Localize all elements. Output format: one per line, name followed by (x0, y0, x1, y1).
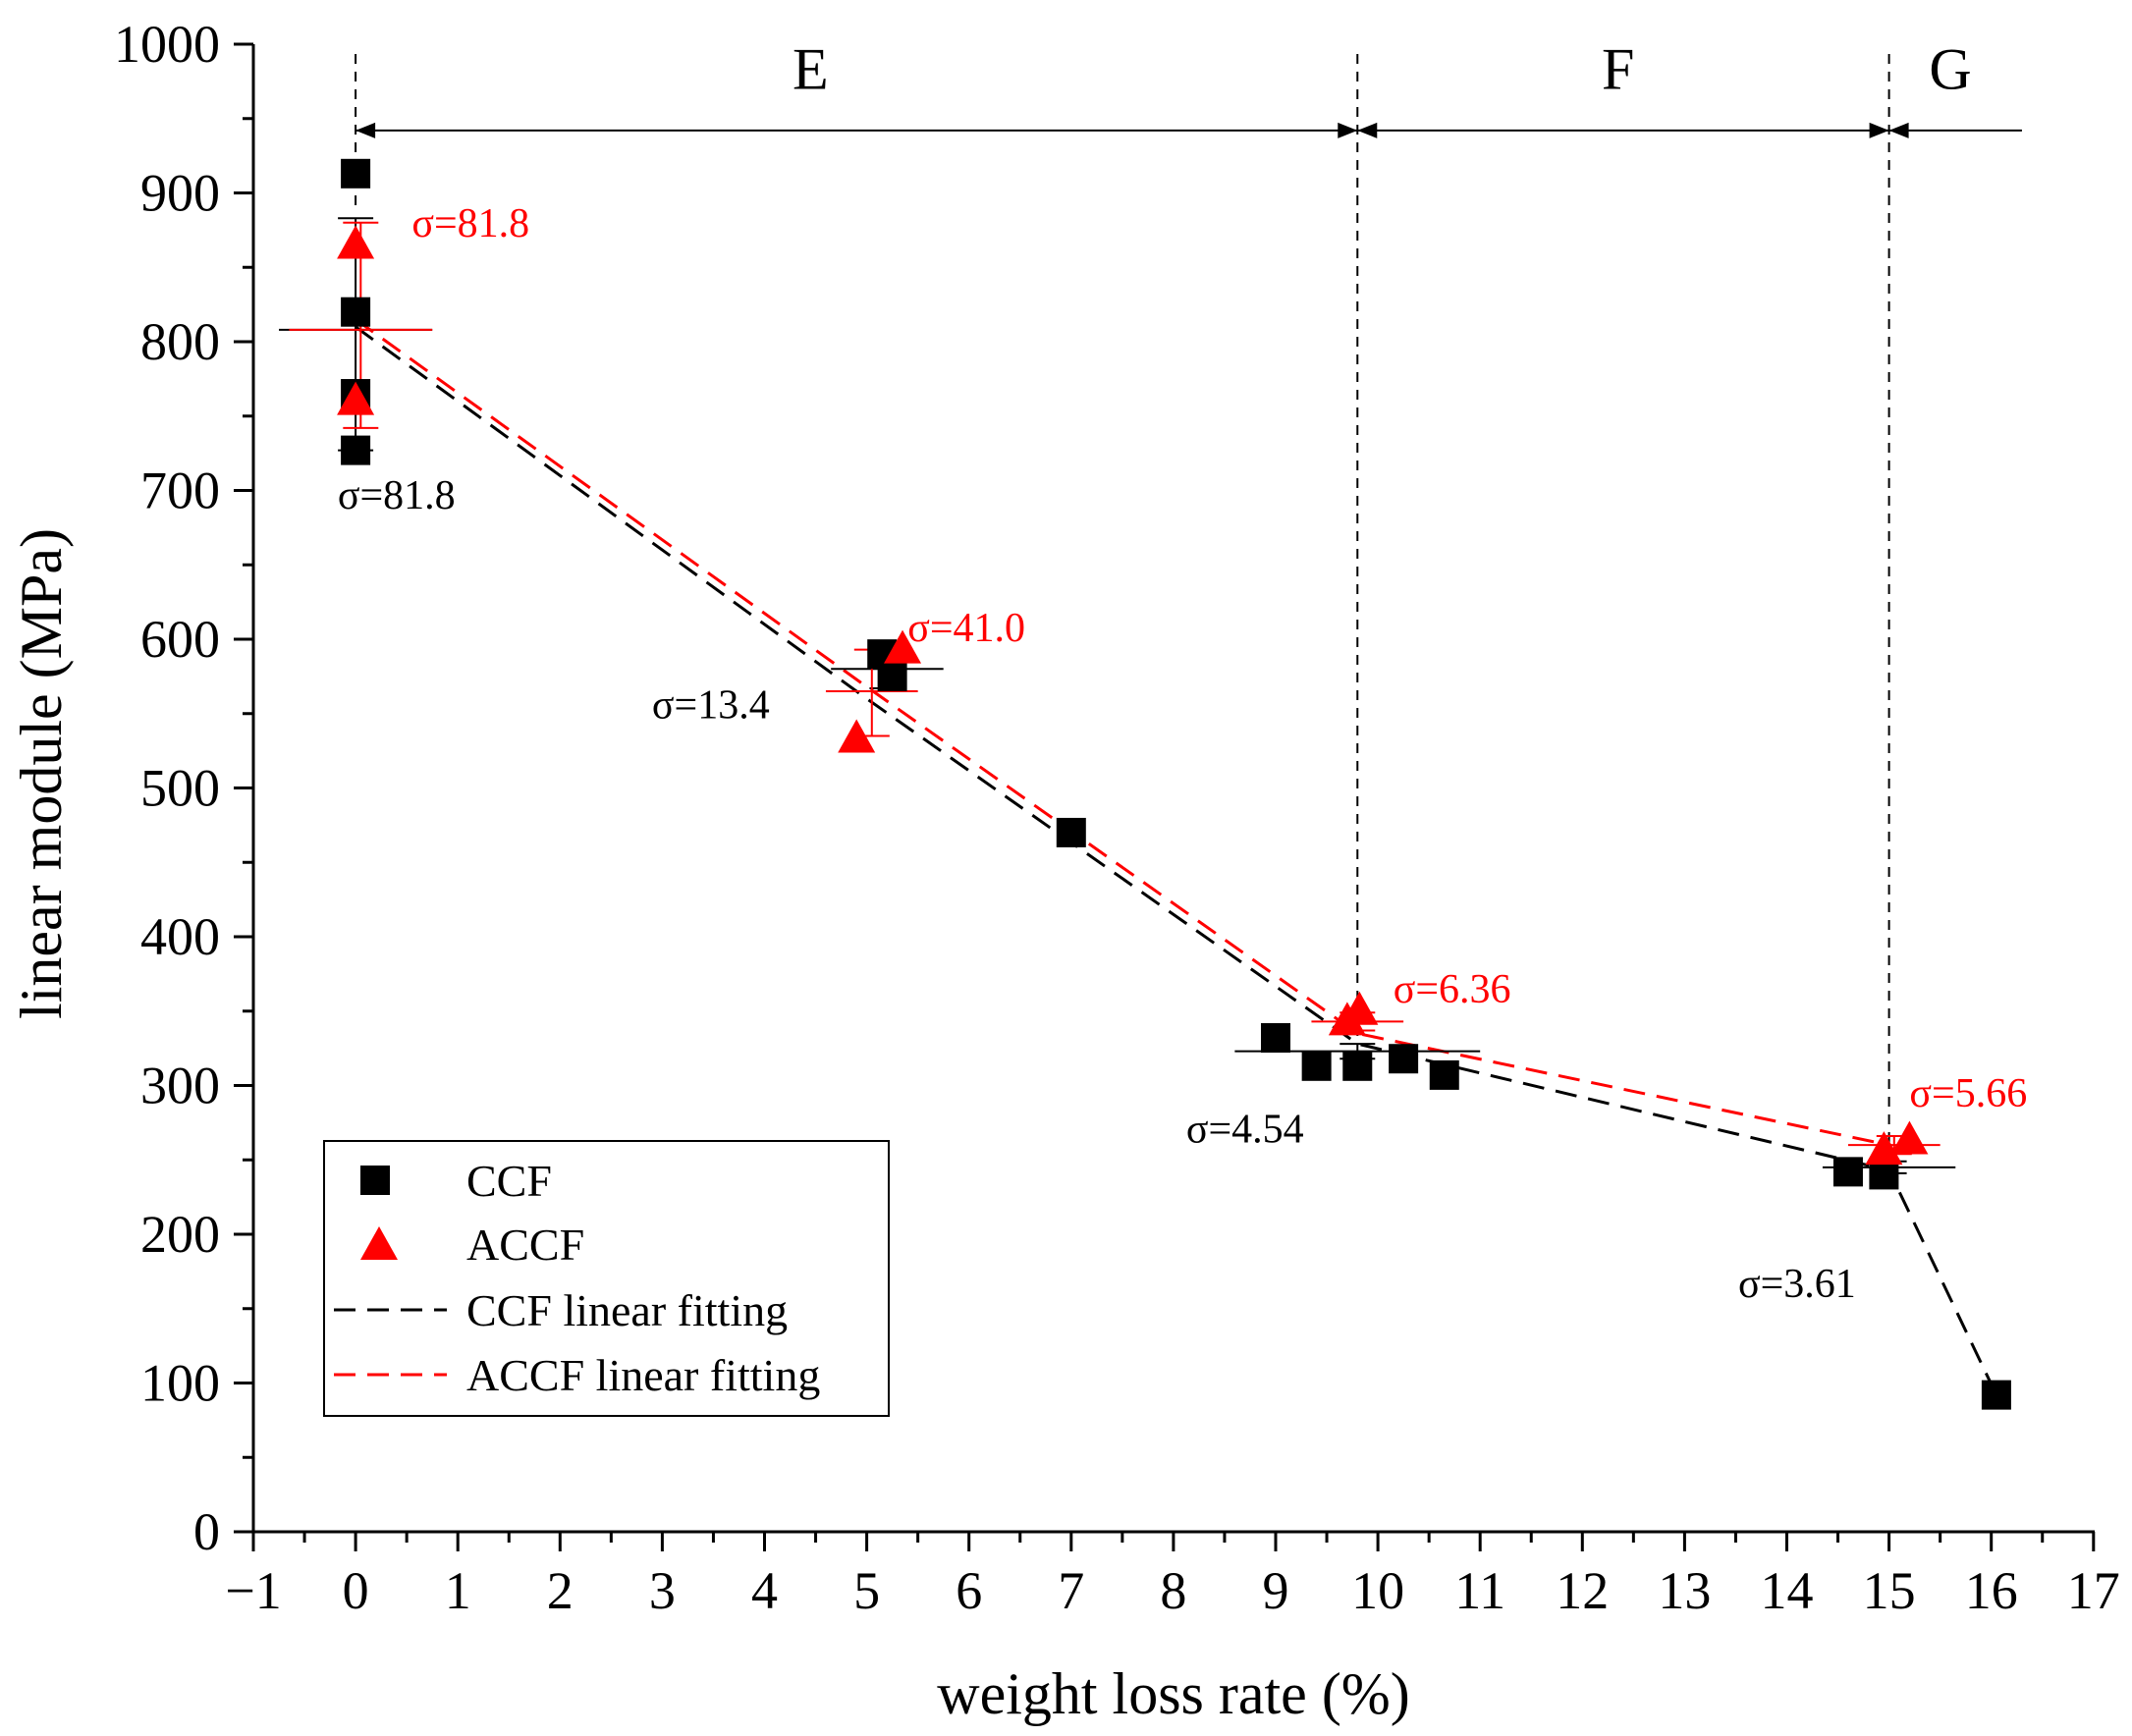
accf-linear-fitting-line (355, 318, 1889, 1147)
legend: CCF ACCF CCF linear fitting ACCF linear fit… (323, 1140, 890, 1417)
y-tick-label: 600 (140, 610, 220, 669)
region-markers: E F G (355, 36, 2022, 1167)
legend-label: CCF linear fitting (466, 1285, 788, 1335)
ccf-point (1429, 1059, 1459, 1090)
y-tick-label: 200 (140, 1205, 220, 1264)
x-tick-label: −1 (225, 1561, 281, 1620)
accf-point (884, 629, 922, 664)
region-arrow-head (1888, 122, 1909, 138)
legend-label: ACCF (466, 1220, 584, 1270)
error-bars (279, 217, 1956, 1174)
ccf-point (1869, 1160, 1899, 1190)
sigma-annotations: σ=81.8 σ=81.8 σ=41.0 σ=13.4 σ=6.36 σ=4.54 σ=5.… (338, 201, 2027, 1307)
data-points (337, 158, 2011, 1410)
accf-point (1340, 991, 1379, 1025)
y-tick-label: 900 (140, 164, 220, 223)
y-tick-label: 400 (140, 907, 220, 966)
region-arrow-head (1357, 122, 1378, 138)
x-tick-label: 3 (649, 1561, 676, 1620)
legend-ccf-marker (360, 1166, 390, 1195)
accf-point (838, 719, 876, 753)
x-tick-label: 12 (1556, 1561, 1609, 1620)
legend-label: ACCF linear fitting (466, 1350, 820, 1400)
x-tick-label: 16 (1965, 1561, 2018, 1620)
sigma-label: σ=3.61 (1738, 1262, 1856, 1307)
accf-point (1890, 1120, 1929, 1155)
accf-point (337, 381, 375, 415)
legend-accf-marker (360, 1226, 398, 1260)
ccf-point (1981, 1380, 2011, 1410)
fit-lines (355, 318, 1998, 1396)
y-tick-label: 500 (140, 759, 220, 818)
x-tick-label: 7 (1058, 1561, 1084, 1620)
ccf-point (1301, 1051, 1332, 1081)
ccf-point (1261, 1023, 1290, 1054)
legend-label: CCF (466, 1156, 552, 1206)
legend-box (323, 1140, 890, 1417)
region-arrow-head (1338, 122, 1358, 138)
y-tick-label: 0 (193, 1502, 220, 1561)
y-axis-title: linear module (MPa) (9, 528, 74, 1019)
ccf-point (341, 297, 371, 327)
y-tick-label: 300 (140, 1057, 220, 1115)
y-tick-label: 1000 (114, 15, 220, 74)
ccf-point (1342, 1051, 1373, 1081)
x-tick-label: 2 (547, 1561, 574, 1620)
x-tick-label: 0 (343, 1561, 369, 1620)
x-tick-label: 17 (2067, 1561, 2120, 1620)
y-tick-label: 700 (140, 461, 220, 520)
sigma-label: σ=5.66 (1909, 1071, 2027, 1116)
x-axis-title: weight loss rate (%) (937, 1661, 1410, 1726)
accf-point (337, 225, 375, 259)
ccf-point (1056, 817, 1086, 847)
x-tick-label: 6 (956, 1561, 982, 1620)
sigma-label: σ=13.4 (652, 683, 770, 729)
x-tick-label: 11 (1454, 1561, 1505, 1620)
x-tick-label: 10 (1351, 1561, 1404, 1620)
sigma-label: σ=4.54 (1186, 1107, 1304, 1152)
ccf-point (341, 158, 371, 189)
sigma-label: σ=81.8 (411, 201, 529, 246)
x-tick-label: 8 (1160, 1561, 1186, 1620)
region-label: F (1602, 36, 1634, 101)
ccf-point (877, 661, 907, 691)
x-tick-label: 13 (1658, 1561, 1711, 1620)
x-tick-label: 4 (751, 1561, 778, 1620)
x-tick-label: 14 (1761, 1561, 1814, 1620)
x-tick-label: 1 (445, 1561, 471, 1620)
region-arrow-head (355, 122, 376, 138)
x-tick-label: 15 (1863, 1561, 1916, 1620)
region-arrow-head (1869, 122, 1889, 138)
y-tick-label: 800 (140, 312, 220, 371)
ccf-point (341, 435, 371, 465)
accf-point (1865, 1131, 1903, 1166)
sigma-label: σ=81.8 (338, 473, 456, 518)
x-tick-label: 9 (1263, 1561, 1289, 1620)
ccf-linear-fitting-line (355, 325, 1998, 1396)
sigma-label: σ=41.0 (907, 606, 1025, 651)
region-label: E (793, 36, 829, 101)
ccf-point (1389, 1044, 1419, 1074)
sigma-label: σ=6.36 (1394, 967, 1511, 1012)
ccf-point (1832, 1157, 1863, 1187)
x-tick-label: 5 (853, 1561, 880, 1620)
axes: −1 0 1 2 3 4 5 6 7 8 9 10 11 12 13 14 15 16 17010020030040… (114, 15, 2120, 1620)
region-label: G (1929, 36, 1971, 101)
y-tick-label: 100 (140, 1354, 220, 1413)
